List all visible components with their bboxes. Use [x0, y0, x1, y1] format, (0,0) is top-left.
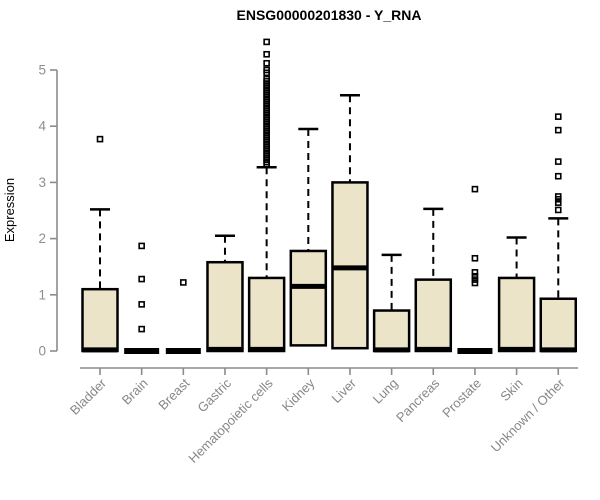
outlier-point [138, 325, 145, 333]
y-axis-label: Expression [2, 178, 17, 242]
x-category-label: Breast [155, 375, 192, 412]
iqr-box [539, 297, 578, 353]
x-category-label: Skin [497, 376, 525, 404]
outlier-point [138, 301, 145, 308]
outlier-point [263, 38, 270, 46]
box-prostate [457, 185, 493, 354]
y-tick-label: 2 [38, 231, 46, 246]
outlier-point [96, 135, 104, 143]
box-lung [372, 253, 411, 353]
x-category-label: Brain [119, 376, 151, 408]
box-bladder [81, 135, 119, 353]
box-liver [331, 94, 369, 350]
x-category-label: Unknown / Other [488, 375, 568, 455]
outlier-point [471, 276, 479, 283]
x-category-label: Prostate [439, 376, 484, 421]
outlier-point [471, 269, 479, 276]
iqr-box [81, 287, 119, 353]
outlier-point [554, 206, 562, 214]
outlier-point [554, 195, 562, 203]
outlier-point [471, 272, 479, 280]
x-category-label: Gastric [194, 375, 234, 415]
outlier-point [554, 113, 562, 120]
outlier-point [263, 50, 270, 58]
box-pancreas [414, 207, 453, 353]
outlier-point [138, 275, 145, 283]
y-tick-label: 4 [38, 119, 46, 134]
outlier-point [554, 172, 562, 180]
box-unknown-other [539, 113, 578, 353]
x-category-label: Liver [329, 375, 360, 406]
outlier-point [554, 158, 562, 165]
box-hematopoietic-cells [247, 38, 286, 353]
outlier-point [554, 126, 562, 134]
x-category-label: Lung [370, 376, 401, 407]
box-breast [165, 279, 201, 354]
chart-title: ENSG00000201830 - Y_RNA [237, 7, 422, 23]
iqr-box [331, 181, 369, 350]
y-tick-label: 5 [38, 63, 46, 78]
outlier-point [471, 185, 479, 193]
outlier-point [138, 242, 145, 250]
iqr-box [372, 309, 411, 353]
outlier-point [263, 66, 270, 74]
y-tick-label: 0 [38, 344, 46, 359]
boxes-layer [81, 38, 578, 354]
outlier-point [471, 254, 479, 262]
iqr-box [497, 276, 536, 353]
outlier-point [263, 75, 270, 83]
iqr-box [289, 249, 328, 347]
x-category-label: Pancreas [393, 375, 443, 425]
outlier-point [554, 199, 562, 206]
box-brain [124, 242, 160, 354]
box-gastric [206, 234, 244, 353]
outlier-point [471, 279, 479, 287]
box-skin [497, 236, 536, 353]
outlier-point [263, 59, 270, 67]
iqr-box [414, 278, 453, 353]
y-tick-label: 3 [38, 175, 46, 190]
outlier-point [180, 279, 187, 286]
iqr-box [206, 260, 244, 353]
box-kidney [289, 127, 328, 347]
x-category-label: Kidney [279, 375, 318, 414]
x-category-label: Bladder [67, 375, 110, 418]
y-tick-label: 1 [38, 287, 46, 302]
iqr-box [247, 276, 286, 353]
